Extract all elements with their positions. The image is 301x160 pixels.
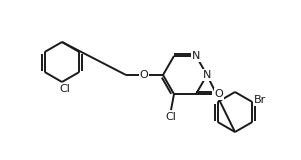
Text: Cl: Cl bbox=[166, 112, 176, 122]
Text: Cl: Cl bbox=[59, 84, 70, 94]
Text: Br: Br bbox=[254, 95, 267, 105]
Text: N: N bbox=[203, 70, 211, 80]
Text: O: O bbox=[140, 70, 148, 80]
Text: O: O bbox=[215, 89, 223, 99]
Text: N: N bbox=[192, 51, 200, 61]
